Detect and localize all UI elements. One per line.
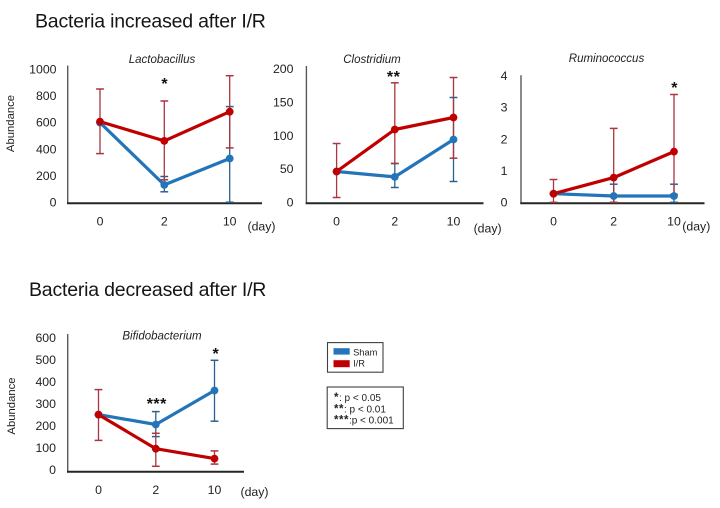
svg-text:2: 2: [391, 215, 398, 229]
svg-text:150: 150: [273, 96, 294, 110]
svg-text:Abundance: Abundance: [5, 95, 17, 152]
svg-text:Abundance: Abundance: [6, 377, 18, 434]
svg-text:100: 100: [273, 129, 294, 143]
svg-text:Clostridium: Clostridium: [343, 54, 401, 66]
svg-text:600: 600: [35, 331, 56, 345]
svg-text:10: 10: [208, 483, 222, 497]
svg-text:600: 600: [36, 116, 57, 130]
svg-text:2: 2: [610, 215, 617, 229]
svg-text:***: ***: [147, 396, 167, 413]
svg-text:Bacteria decreased after I/R: Bacteria decreased after I/R: [29, 279, 266, 301]
svg-text:*: *: [671, 80, 678, 97]
svg-text:Ruminococcus: Ruminococcus: [569, 53, 645, 65]
svg-text:Bacteria increased after I/R: Bacteria increased after I/R: [35, 11, 266, 33]
svg-text:(day): (day): [240, 485, 268, 499]
svg-text:*: *: [212, 346, 219, 363]
svg-text:0: 0: [287, 196, 294, 210]
svg-text:4: 4: [501, 69, 508, 83]
svg-text:2: 2: [161, 215, 168, 229]
svg-text:(day): (day): [474, 222, 502, 236]
svg-text:***:p < 0.001: ***:p < 0.001: [334, 415, 394, 427]
svg-text:*: p < 0.05: *: p < 0.05: [334, 392, 381, 404]
svg-text:400: 400: [36, 142, 57, 156]
svg-text:Sham: Sham: [353, 348, 378, 358]
svg-text:200: 200: [36, 169, 57, 183]
svg-text:400: 400: [35, 375, 56, 389]
svg-text:100: 100: [35, 441, 56, 455]
svg-text:(day): (day): [247, 219, 275, 233]
svg-text:I/R: I/R: [353, 359, 365, 369]
svg-text:0: 0: [50, 196, 57, 210]
svg-text:10: 10: [447, 215, 461, 229]
svg-text:300: 300: [35, 397, 56, 411]
svg-text:2: 2: [501, 132, 508, 146]
svg-text:(day): (day): [682, 220, 710, 234]
svg-text:0: 0: [97, 215, 104, 229]
svg-text:0: 0: [550, 215, 557, 229]
svg-text:0: 0: [333, 215, 340, 229]
svg-text:0: 0: [95, 483, 102, 497]
svg-text:800: 800: [36, 89, 57, 103]
svg-text:50: 50: [280, 162, 294, 176]
svg-text:10: 10: [223, 215, 237, 229]
svg-text:1000: 1000: [29, 62, 57, 76]
svg-text:500: 500: [35, 353, 56, 367]
svg-text:1: 1: [501, 164, 508, 178]
svg-text:**: **: [387, 69, 401, 86]
svg-text:0: 0: [49, 463, 56, 477]
svg-text:200: 200: [273, 62, 294, 76]
svg-text:Bifidobacterium: Bifidobacterium: [122, 331, 202, 343]
svg-text:3: 3: [501, 101, 508, 115]
svg-text:10: 10: [667, 215, 681, 229]
svg-text:Lactobacillus: Lactobacillus: [129, 54, 196, 66]
svg-text:**: p < 0.01: **: p < 0.01: [334, 403, 386, 415]
svg-text:200: 200: [35, 419, 56, 433]
svg-text:2: 2: [152, 483, 159, 497]
svg-text:*: *: [161, 76, 168, 93]
svg-text:0: 0: [501, 196, 508, 210]
